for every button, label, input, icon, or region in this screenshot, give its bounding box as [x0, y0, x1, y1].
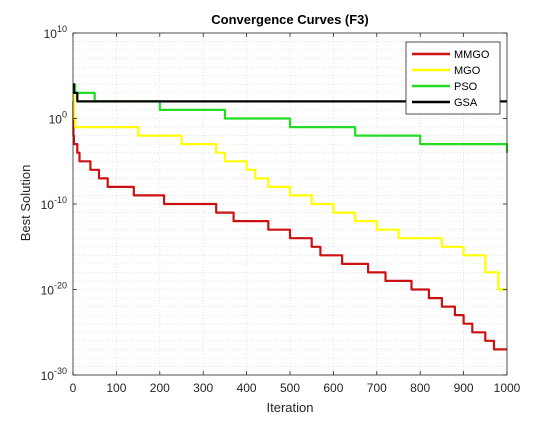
series-line-gsa	[72, 83, 507, 103]
series-line-pso	[73, 83, 509, 153]
x-tick-label: 100	[106, 381, 126, 395]
series-line-mgo	[72, 91, 507, 291]
legend: MMGO MGO PSO GSA	[405, 41, 501, 115]
y-tick-label: 10-20	[41, 281, 67, 298]
x-tick-label: 800	[410, 381, 430, 395]
x-tick-label: 500	[280, 381, 300, 395]
y-tick-label: 1010	[44, 24, 67, 41]
x-tick-label: 400	[237, 381, 257, 395]
chart-title: Convergence Curves (F3)	[211, 12, 369, 27]
series-layer	[72, 83, 509, 351]
tick-layer: 0 100 200 300 400 500 600 700 800 900 1000 10-30 10-…	[41, 24, 521, 395]
y-tick-label: 100	[49, 110, 67, 127]
y-axis-label: Best Solution	[18, 165, 33, 242]
y-tick-label: 10-10	[41, 195, 67, 212]
x-tick-label: 0	[70, 381, 77, 395]
legend-label-mgo: MGO	[454, 65, 481, 77]
legend-label-mmgo: MMGO	[454, 49, 490, 61]
x-tick-label: 300	[193, 381, 213, 395]
x-tick-label: 1000	[494, 381, 521, 395]
series-line-mmgo	[72, 100, 507, 351]
y-tick-label: 10-30	[41, 366, 67, 383]
legend-label-gsa: GSA	[454, 97, 478, 109]
x-tick-label: 900	[454, 381, 474, 395]
legend-label-pso: PSO	[454, 81, 478, 93]
x-tick-label: 700	[367, 381, 387, 395]
x-tick-label: 600	[323, 381, 343, 395]
x-tick-label: 200	[150, 381, 170, 395]
x-axis-label: Iteration	[267, 400, 314, 415]
